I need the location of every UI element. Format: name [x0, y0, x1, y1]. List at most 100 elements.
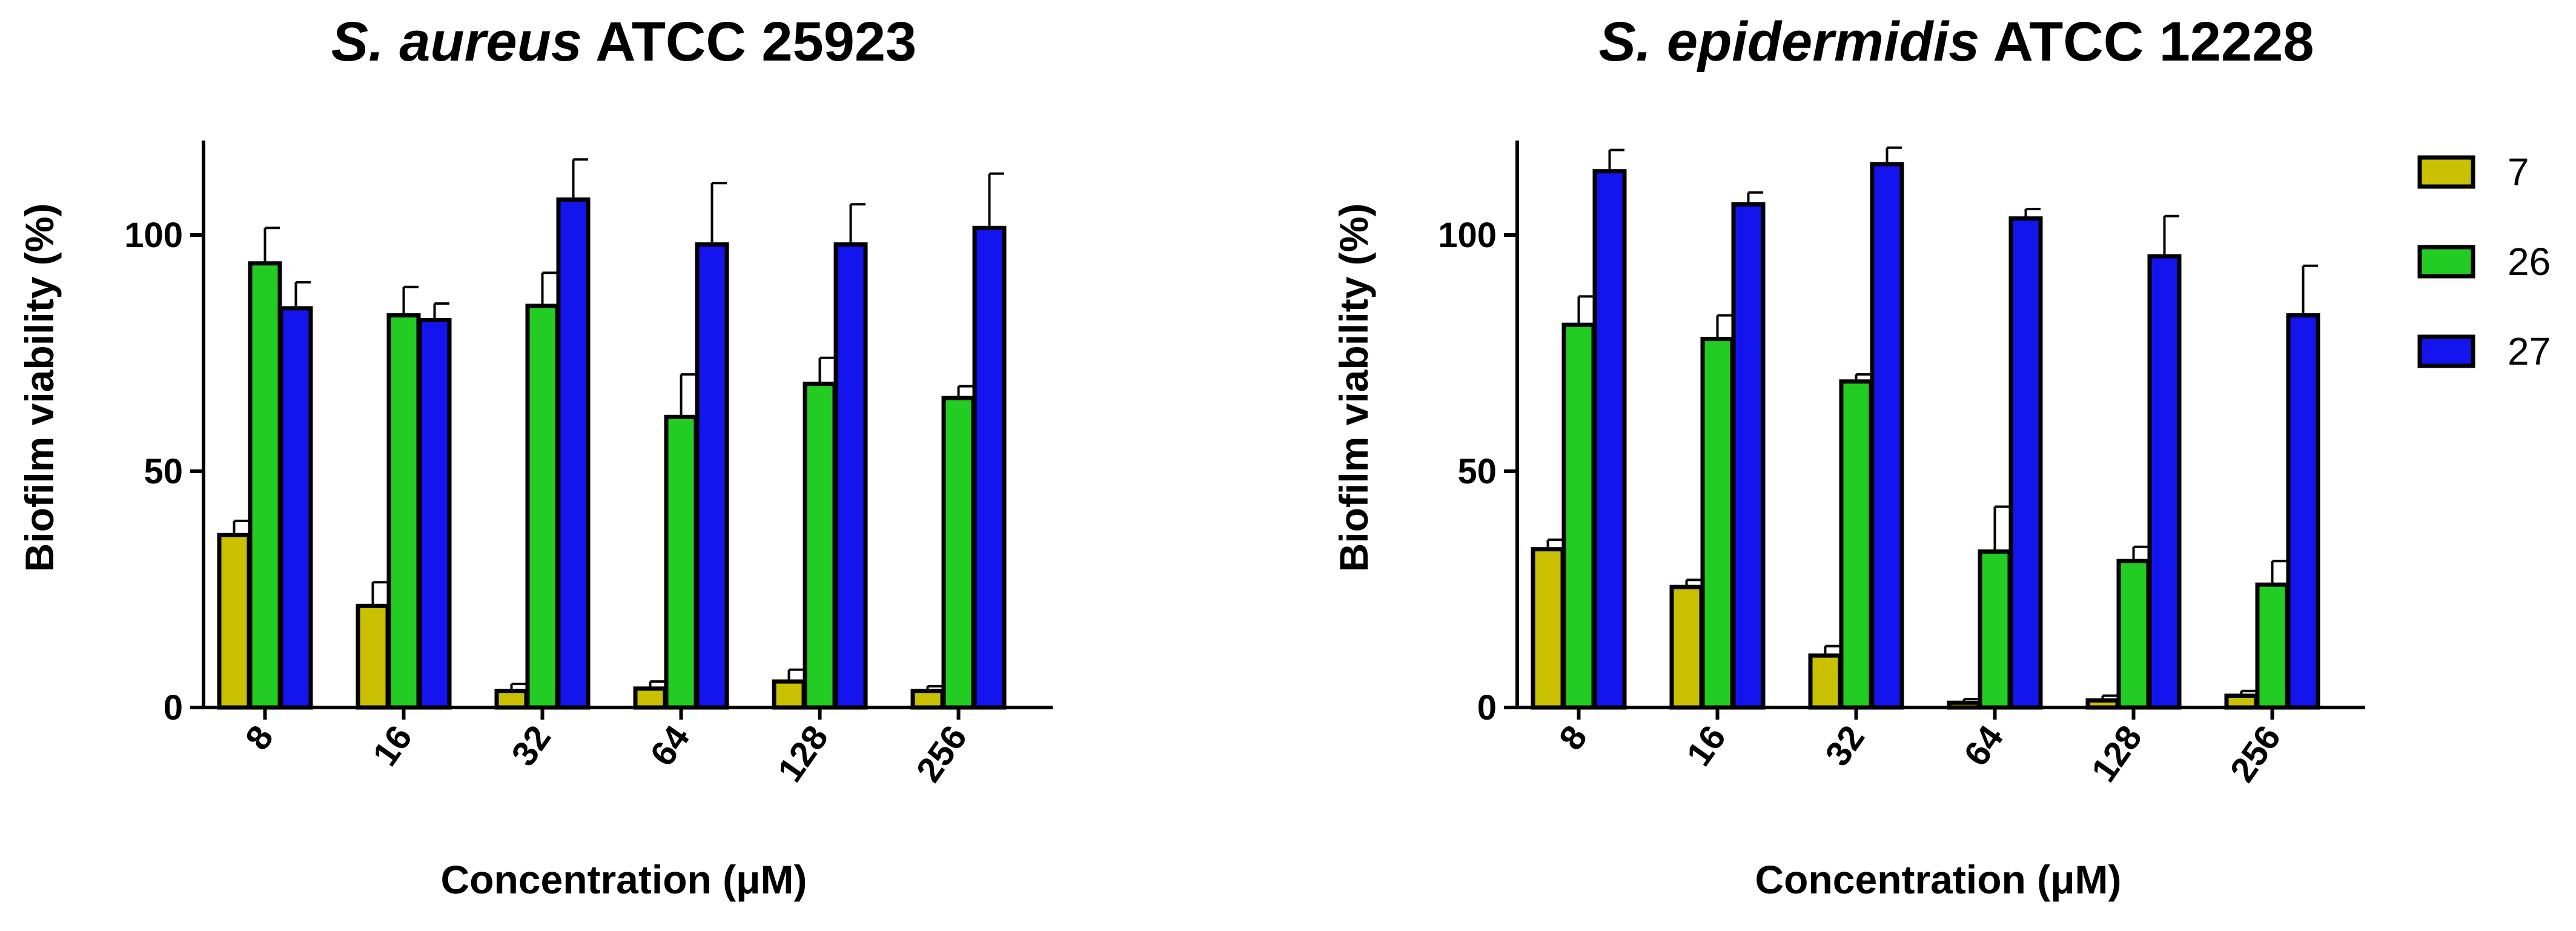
bar-series-26-64: [1978, 549, 2012, 710]
legend: 7 26 27: [2417, 150, 2551, 373]
bar-series-26-256: [941, 396, 976, 710]
error-bar: [680, 373, 696, 417]
error-bar: [710, 182, 727, 245]
chart-s-epidermidis: S. epidermidis ATCC 12228 Biofilm viabil…: [1331, 11, 2365, 902]
x-axis-label: Concentration (μM): [441, 857, 807, 902]
error-bar: [1886, 146, 1902, 164]
y-axis-label: Biofilm viability (%): [17, 204, 62, 572]
bar-series-7-8: [1531, 547, 1565, 710]
error-bar: [649, 680, 665, 689]
error-bar: [541, 271, 557, 306]
error-bar: [1747, 191, 1763, 205]
bar-series-27-32: [1870, 162, 1904, 710]
legend-label-27: 27: [2508, 330, 2551, 373]
y-tick-label: 0: [1477, 688, 1497, 727]
error-bar: [1716, 314, 1732, 339]
bar-series-7-32: [494, 689, 529, 710]
bar-series-27-256: [972, 225, 1007, 710]
bar-series-26-16: [1700, 337, 1735, 710]
chart-title: S. epidermidis ATCC 12228: [1598, 11, 2314, 73]
y-tick-label: 50: [144, 452, 183, 491]
bar-series-27-16: [417, 317, 452, 710]
error-bar: [1855, 373, 1871, 382]
y-axis-label: Biofilm viability (%): [1331, 204, 1376, 572]
x-tick-label: 32: [504, 718, 558, 773]
x-tick-label: 8: [1551, 718, 1595, 757]
x-tick-label: 256: [909, 718, 975, 789]
bar-series-7-128: [772, 679, 806, 710]
bar-series-26-32: [525, 303, 560, 710]
plot-area-s-epidermidis: 0 50 100 8 16 32 64 128 256: [1438, 141, 2365, 789]
bar-series-27-256: [2286, 313, 2320, 710]
chart-title-strain: ATCC 25923: [595, 11, 916, 73]
bar-series-26-8: [248, 261, 282, 710]
error-bar: [263, 227, 280, 263]
legend-swatch-26: [2417, 245, 2475, 279]
error-bar: [1546, 538, 1563, 549]
chart-s-aureus: S. aureus ATCC 25923 Biofilm viability (…: [17, 11, 1053, 902]
y-tick-label: 100: [1438, 216, 1497, 255]
chart-title-strain: ATCC 12228: [1993, 11, 2314, 73]
x-tick-label: 128: [2084, 718, 2150, 789]
x-tick-label: 16: [365, 718, 420, 773]
bar-series-26-8: [1561, 322, 1596, 710]
bar-series-27-32: [556, 197, 591, 710]
bar-series-7-64: [633, 686, 667, 710]
chart-title-italic: S. aureus: [331, 11, 582, 73]
error-bar: [1685, 578, 1701, 588]
error-bar: [2163, 214, 2179, 257]
x-tick-label: 128: [770, 718, 836, 789]
bar-series-7-128: [2085, 698, 2120, 710]
bar-series-7-256: [2224, 694, 2259, 710]
bar-series-26-128: [803, 382, 837, 710]
x-axis-label: Concentration (μM): [1755, 857, 2122, 902]
bar-series-7-16: [1669, 585, 1704, 710]
bar-series-27-8: [1592, 169, 1627, 710]
error-bar: [510, 683, 526, 691]
error-bar: [2024, 208, 2041, 219]
plot-area-s-aureus: 0 50 100 8 16 32 64 128 256: [124, 141, 1053, 789]
error-bar: [2271, 560, 2287, 585]
bar-series-26-256: [2255, 582, 2290, 710]
legend-swatch-27: [2417, 334, 2475, 368]
error-bar: [2132, 545, 2148, 562]
legend-swatch-7: [2417, 155, 2475, 189]
bar-series-7-16: [356, 603, 390, 710]
error-bar: [988, 172, 1004, 228]
bar-series-27-8: [279, 306, 313, 710]
error-bar: [926, 684, 942, 691]
bar-series-27-128: [2147, 254, 2182, 710]
error-bar: [1824, 644, 1840, 656]
error-bar: [2302, 264, 2318, 316]
bar-series-7-8: [217, 532, 251, 710]
chart-title-italic: S. epidermidis: [1598, 11, 1979, 73]
error-bar: [402, 285, 419, 316]
y-tick-label: 0: [164, 688, 183, 727]
y-tick-label: 100: [124, 216, 183, 255]
error-bar: [233, 519, 249, 535]
error-bar: [294, 281, 311, 308]
error-bar: [2101, 694, 2117, 701]
error-bar: [957, 385, 973, 399]
bar-series-27-128: [833, 242, 868, 710]
bar-series-26-16: [386, 313, 421, 710]
bar-series-26-32: [1839, 379, 1873, 710]
bar-series-7-256: [910, 689, 945, 710]
bar-series-27-16: [1731, 202, 1766, 710]
legend-label-7: 7: [2508, 150, 2529, 194]
error-bar: [818, 356, 835, 384]
legend-label-26: 26: [2508, 240, 2551, 283]
bar-series-26-128: [2116, 558, 2151, 710]
x-tick-label: 16: [1679, 718, 1733, 773]
error-bar: [433, 302, 449, 320]
error-bar: [1577, 295, 1594, 325]
x-tick-label: 64: [643, 718, 697, 773]
error-bar: [1962, 697, 1979, 703]
bar-series-7-64: [1947, 700, 1981, 710]
bar-series-26-64: [664, 414, 698, 710]
y-tick-label: 50: [1457, 452, 1497, 491]
x-tick-label: 32: [1818, 718, 1872, 773]
bar-series-7-32: [1808, 653, 1843, 710]
x-tick-label: 64: [1956, 718, 2011, 773]
bar-series-27-64: [2008, 216, 2043, 710]
